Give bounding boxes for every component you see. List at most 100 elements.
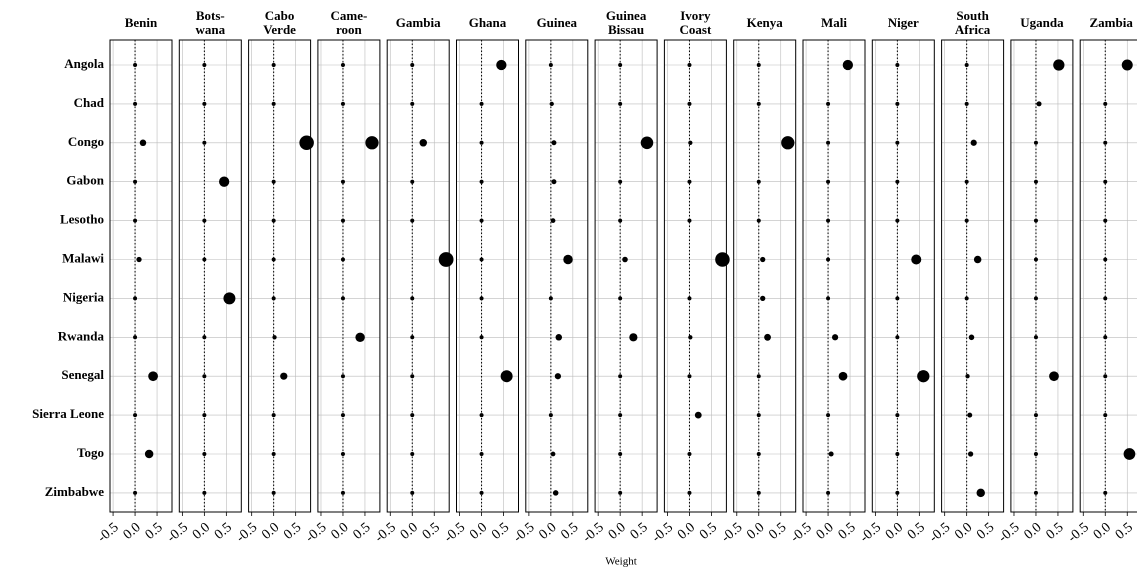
dot <box>555 334 563 341</box>
x-tick-label: -0.5 <box>511 520 538 546</box>
dot <box>618 63 623 67</box>
x-tick-label: -0.5 <box>442 520 469 546</box>
x-tick-label: -0.5 <box>996 520 1023 546</box>
dot <box>271 101 276 106</box>
dot <box>1121 59 1133 71</box>
dot <box>895 218 900 223</box>
dot <box>964 63 969 67</box>
dot <box>133 413 138 418</box>
dot <box>202 257 207 262</box>
dot <box>202 140 207 145</box>
dot <box>618 413 623 418</box>
dot <box>479 296 484 301</box>
panel-title: roon <box>336 22 363 37</box>
row-label: Lesotho <box>60 212 104 227</box>
row-label: Nigeria <box>63 289 105 304</box>
dot <box>365 136 379 150</box>
dot <box>340 374 345 379</box>
dot <box>133 296 138 301</box>
dot <box>756 413 761 418</box>
dot <box>1033 179 1038 184</box>
dot <box>1033 140 1038 145</box>
dot <box>410 452 415 456</box>
dot <box>629 333 638 342</box>
dot <box>756 374 761 379</box>
panel-title: Coast <box>680 22 712 37</box>
dot <box>554 373 562 380</box>
panel-title: Bissau <box>608 22 644 37</box>
dot <box>271 218 276 223</box>
dot <box>895 413 900 418</box>
dot <box>838 371 848 381</box>
dot <box>133 490 138 495</box>
dot <box>202 490 207 495</box>
dot <box>917 370 930 383</box>
dot <box>1033 490 1038 495</box>
dot <box>756 452 761 456</box>
x-tick-label: 0.0 <box>814 520 837 543</box>
dot <box>1103 490 1108 495</box>
dot <box>500 370 513 383</box>
dot <box>687 63 692 67</box>
dot <box>202 335 207 340</box>
dot <box>410 63 415 67</box>
dot <box>479 257 484 262</box>
dot <box>1053 59 1065 71</box>
panel-title: Gambia <box>396 15 441 30</box>
panel-title: Zambia <box>1090 15 1134 30</box>
dot <box>552 490 559 496</box>
dot <box>133 335 138 340</box>
dot <box>618 218 623 223</box>
dot <box>826 140 831 145</box>
dot <box>756 218 761 223</box>
dot <box>202 218 207 223</box>
dot <box>202 63 207 67</box>
dot <box>410 296 415 301</box>
row-label: Zimbabwe <box>45 484 104 499</box>
panel-title: Verde <box>263 22 296 37</box>
panel-title: South <box>956 8 989 23</box>
panel-frame <box>733 39 797 513</box>
dot <box>271 63 276 67</box>
x-tick-label: 0.5 <box>351 520 374 543</box>
panel-frame <box>941 39 1005 513</box>
dot <box>756 179 761 184</box>
dot <box>271 179 276 184</box>
dot <box>687 452 692 456</box>
dot <box>271 296 276 301</box>
panel-frame <box>525 39 589 513</box>
dot <box>1103 335 1108 340</box>
dot <box>136 256 142 263</box>
x-tick-label: -0.5 <box>95 520 122 546</box>
dot <box>967 451 974 457</box>
dot <box>976 488 985 498</box>
x-tick-label: 0.5 <box>628 520 651 543</box>
x-tick-label: 0.0 <box>536 520 559 543</box>
dot <box>271 413 276 418</box>
dot <box>202 413 207 418</box>
panel-title: Ghana <box>469 15 507 30</box>
dot <box>687 179 692 184</box>
x-tick-label: 0.5 <box>558 520 581 543</box>
dot <box>694 411 702 419</box>
x-tick-label: 0.5 <box>143 520 166 543</box>
panel-frame <box>317 39 381 513</box>
x-tick-label: -0.5 <box>788 520 815 546</box>
dot <box>826 179 831 184</box>
x-tick-label: 0.0 <box>952 520 975 543</box>
dot <box>133 101 138 106</box>
x-tick-label: 0.0 <box>1022 520 1045 543</box>
dot <box>563 254 573 265</box>
panel-title: Guinea <box>606 8 647 23</box>
panel-frame <box>1079 39 1137 513</box>
dot <box>622 256 628 263</box>
dot <box>1103 296 1108 301</box>
x-tick-label: 0.0 <box>1091 520 1114 543</box>
dot <box>895 63 900 67</box>
dot <box>548 63 553 67</box>
x-tick-label: 0.5 <box>489 520 512 543</box>
dot <box>340 452 345 456</box>
dot <box>479 101 484 106</box>
dot <box>1036 101 1042 107</box>
